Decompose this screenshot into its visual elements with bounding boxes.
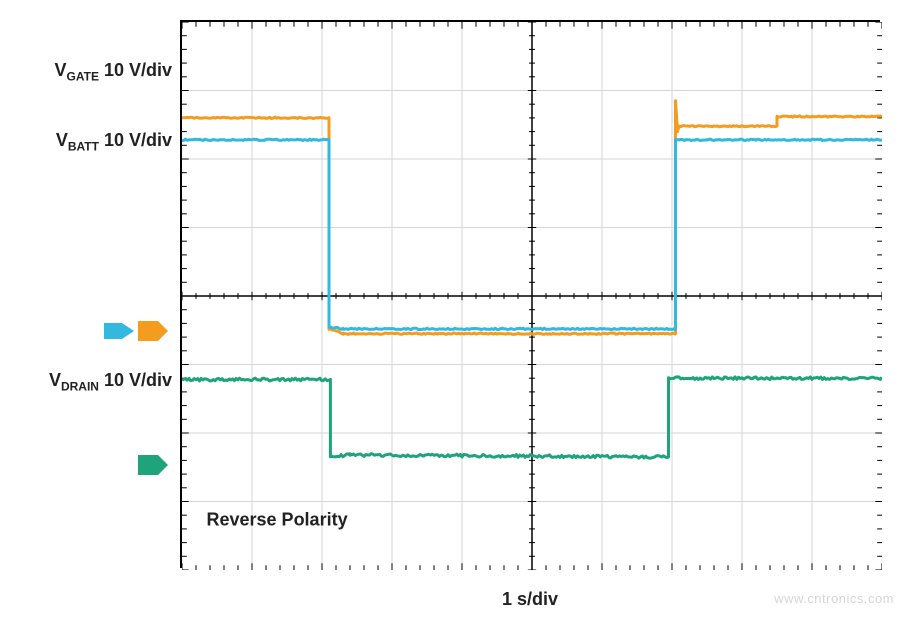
scope-plot: Reverse Polarity: [180, 20, 880, 568]
watermark-text: www.cntronics.com: [774, 591, 894, 606]
label-vgate: VGATE 10 V/div: [54, 60, 172, 84]
label-vbatt: VBATT 10 V/div: [56, 130, 172, 154]
channel-marker-orange: [138, 320, 168, 342]
scope-svg: Reverse Polarity: [182, 22, 882, 570]
svg-text:Reverse Polarity: Reverse Polarity: [207, 509, 348, 529]
left-label-column: VGATE 10 V/div VBATT 10 V/div VDRAIN 10 …: [0, 0, 180, 618]
channel-marker-green: [138, 454, 168, 476]
channel-marker-blue: [104, 320, 134, 342]
label-vdrain: VDRAIN 10 V/div: [49, 370, 172, 394]
